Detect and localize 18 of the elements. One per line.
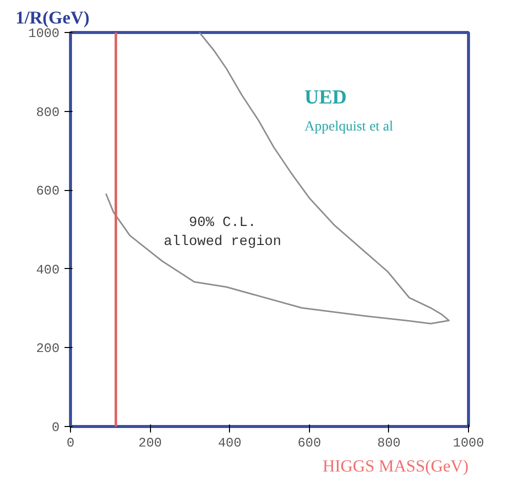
line-series bbox=[105, 32, 450, 324]
y-tick-label: 600 bbox=[36, 184, 60, 199]
y-axis-title: 1/R(GeV) bbox=[16, 8, 90, 28]
annotation: 90% C.L. allowed region bbox=[164, 214, 282, 250]
x-tick-label: 600 bbox=[298, 436, 322, 450]
x-tick-label: 0 bbox=[66, 436, 74, 450]
x-tick-label: 400 bbox=[218, 436, 242, 450]
annotation: UED bbox=[304, 86, 347, 108]
y-tick-label: 200 bbox=[36, 341, 60, 356]
y-tick-label: 1000 bbox=[28, 26, 60, 41]
x-tick-label: 800 bbox=[377, 436, 401, 450]
x-tick-label: 1000 bbox=[452, 436, 484, 450]
x-axis-title: HIGGS MASS(GeV) bbox=[322, 456, 468, 476]
y-tick-label: 800 bbox=[36, 104, 60, 120]
x-tick-label: 200 bbox=[138, 436, 162, 450]
y-tick-label: 0 bbox=[52, 420, 60, 435]
annotation: Appelquist et al bbox=[304, 120, 394, 134]
y-tick-label: 400 bbox=[36, 262, 60, 278]
